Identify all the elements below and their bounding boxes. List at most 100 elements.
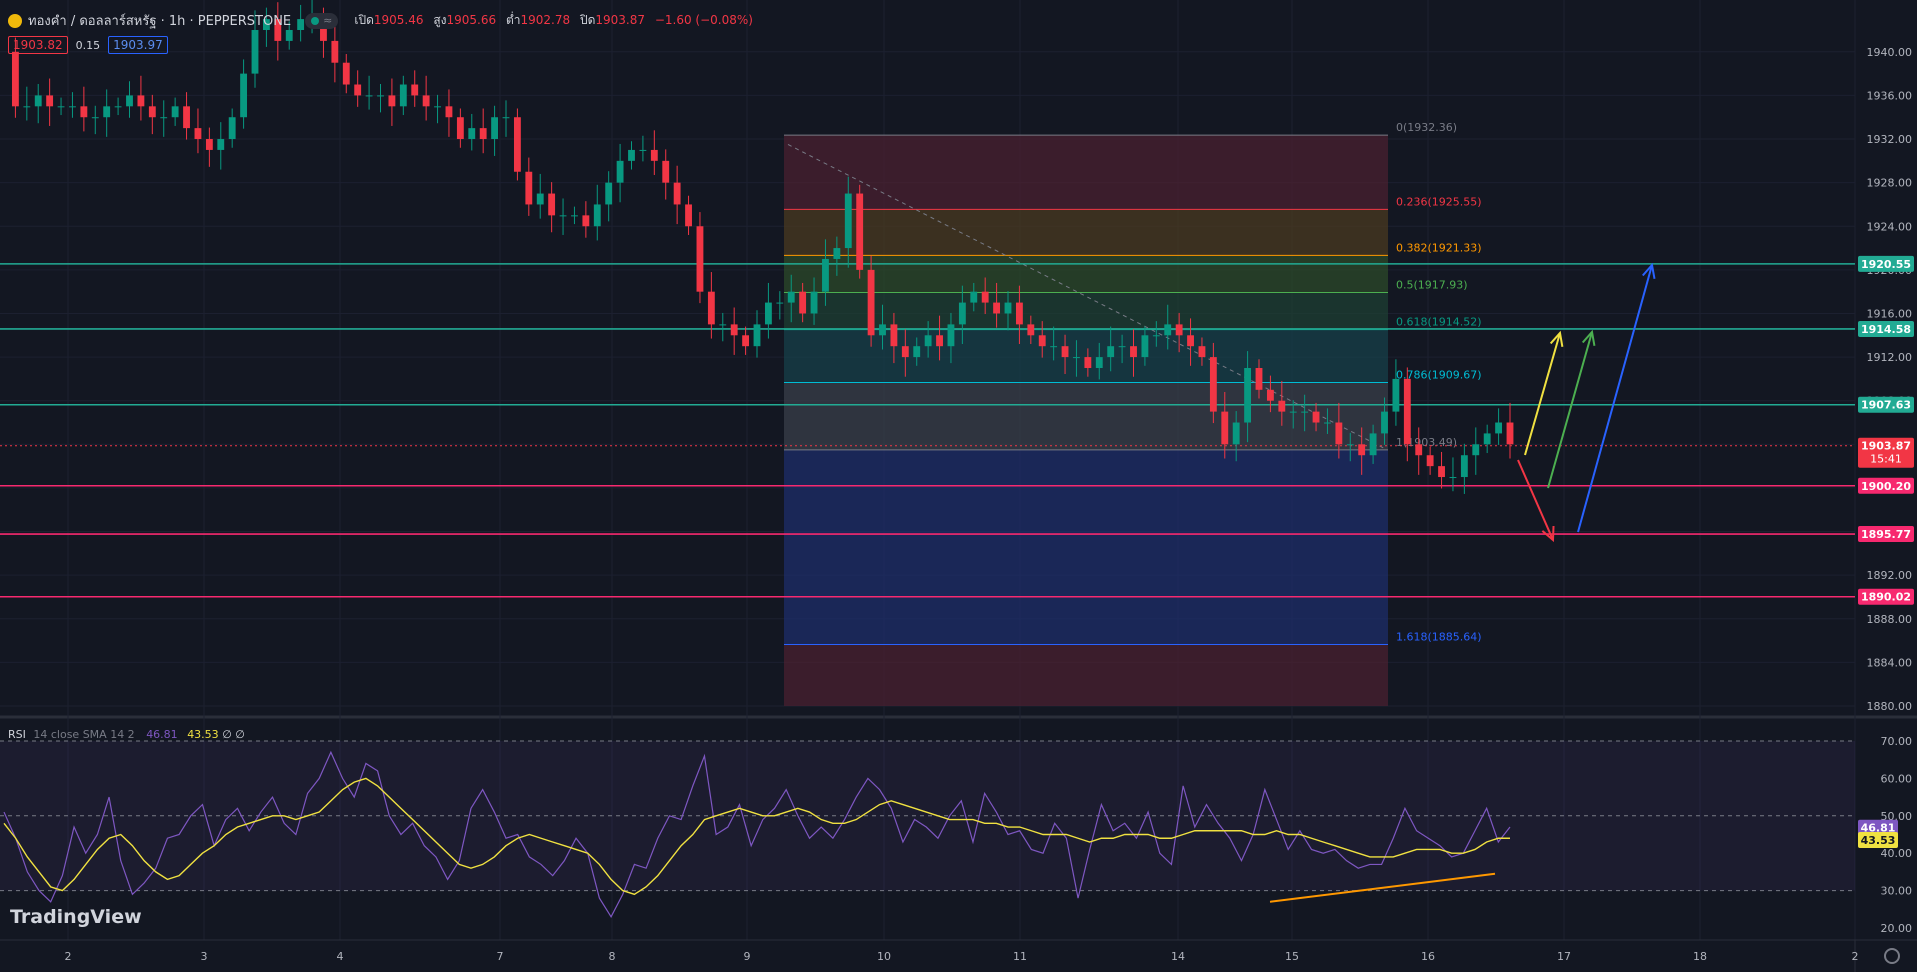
candle-body [525,171,533,205]
candle-body [650,149,658,161]
candle-body [913,346,921,358]
candle-body [1141,335,1149,358]
gold-coin-icon [8,13,22,28]
rsi-params: 14 close SMA 14 2 [33,728,135,741]
candle-body [901,346,909,358]
symbol-header: ทองคำ / ดอลลาร์สหรัฐ · 1h · PEPPERSTONE … [8,10,759,31]
candle-body [274,19,282,41]
candle-body [228,117,236,140]
candle-body [1506,422,1514,445]
candle-body [742,335,750,347]
candle-body [730,324,738,336]
candle-body [297,19,305,30]
candle-body [183,106,190,129]
fib-zone [784,209,1388,256]
candle-body [559,215,567,217]
candle-body [468,128,476,140]
rsi-sma-value: 43.53 [187,728,219,741]
candle-body [1324,422,1331,424]
candle-body [23,106,31,108]
rsi-y-tick-label: 40.00 [1881,847,1913,860]
candle-body [582,215,590,227]
projection-arrow-green [1547,331,1593,489]
candle-body [11,51,19,107]
candle-body [1358,444,1366,456]
candle-body [491,117,499,140]
projection-arrow-red [1517,459,1554,541]
buy-button[interactable]: 1903.97 [108,36,168,54]
candle-body [924,335,932,347]
candle-body [947,324,955,347]
y-tick-label: 1928.00 [1867,177,1913,190]
settings-gear-icon[interactable] [1884,948,1900,964]
market-status-button[interactable]: ≈ [305,12,339,29]
high-label: สูง [433,13,447,27]
price-tag-box [1858,588,1914,605]
y-tick-label: 1892.00 [1867,569,1913,582]
candle-body [1472,444,1480,456]
candle-body [753,324,761,347]
candle-body [787,291,795,303]
candle-body [1301,411,1309,413]
candle-body [993,302,1001,314]
candle-body [285,30,293,41]
low-label: ต่ำ [505,13,521,27]
candle-body [160,117,168,119]
x-tick-label: 3 [201,950,208,963]
rsi-y-tick-label: 70.00 [1881,735,1913,748]
divergence-trendline [1269,872,1496,903]
candle-body [1381,411,1388,434]
fib-zone [784,644,1388,706]
candle-body [605,182,613,205]
high-value: 1905.66 [446,13,497,27]
candle-body [1483,433,1491,445]
candle-body [1038,335,1046,347]
candle-body [91,117,99,119]
countdown-timer: 15:41 [1870,453,1902,466]
candle-body [1015,302,1023,325]
candle-body [331,40,339,63]
candle-body [1392,378,1400,412]
rsi-y-tick-label: 60.00 [1881,772,1913,785]
y-tick-label: 1916.00 [1867,307,1913,320]
symbol-title[interactable]: ทองคำ / ดอลลาร์สหรัฐ · 1h · PEPPERSTONE [28,14,292,29]
x-tick-label: 11 [1013,950,1027,963]
candle-body [1095,357,1103,368]
price-tag: 1895.77 [1861,528,1911,541]
x-tick-label: 4 [337,950,344,963]
candle-body [1050,346,1058,348]
candle-body [34,95,42,107]
projection-arrow-green-head [1581,329,1596,346]
rsi-last-tag: 43.53 [1861,834,1896,847]
fib-zone [784,329,1388,383]
candle-body [262,19,270,30]
price-tag-box [1858,255,1914,272]
fib-level-label: 0.618(1914.52) [1396,316,1482,329]
fib-level-label: 0.786(1909.67) [1396,369,1482,382]
candle-body [1107,346,1115,358]
candle-body [137,95,145,107]
candle-body [1438,466,1445,478]
rsi-legend[interactable]: RSI 14 close SMA 14 2 46.81 43.53 ∅ ∅ [8,728,245,741]
candle-body [46,95,54,107]
candle-body [114,106,122,108]
candle-body [1266,389,1274,401]
candle-body [422,95,430,107]
candle-body [434,106,441,108]
open-value: 1905.46 [373,13,424,27]
x-tick-label: 18 [1693,950,1707,963]
projection-arrow-blue [1577,264,1653,533]
projection-arrow-yellow [1524,332,1561,456]
y-tick-label: 1924.00 [1867,220,1913,233]
candle-body [1335,422,1343,445]
price-tag-box [1858,396,1914,413]
candle-body [194,128,202,140]
rsi-series-sma [3,777,1510,896]
candle-body [639,149,647,151]
price-tag: 1920.55 [1861,258,1911,271]
sell-button[interactable]: 1903.82 [8,36,68,54]
candle-body [685,204,692,227]
candle-body [57,106,65,108]
price-tag: 1903.87 [1861,440,1911,453]
